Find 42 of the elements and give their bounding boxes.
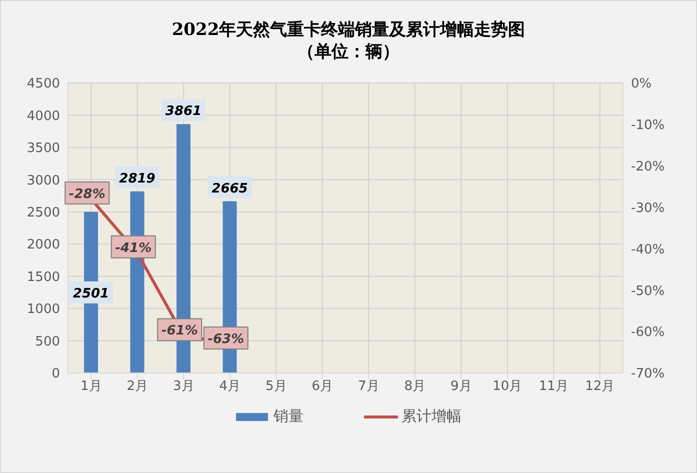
legend-label: 累计增幅 bbox=[402, 407, 462, 426]
data-label: -28% bbox=[68, 187, 106, 202]
y-tick-label: 4000 bbox=[26, 108, 60, 124]
x-tick-label: 2月 bbox=[126, 379, 148, 394]
data-label: 2501 bbox=[72, 286, 110, 302]
y2-tick-label: 0% bbox=[631, 76, 652, 92]
y2-tick-label: -50% bbox=[631, 284, 665, 299]
x-tick-label: 5月 bbox=[265, 379, 287, 394]
x-tick-label: 12月 bbox=[585, 379, 615, 394]
y-tick-label: 3500 bbox=[26, 141, 60, 156]
x-tick-label: 6月 bbox=[312, 379, 334, 394]
x-tick-label: 3月 bbox=[172, 379, 194, 394]
x-tick-label: 11月 bbox=[538, 379, 568, 394]
y-tick-label: 1500 bbox=[26, 270, 60, 285]
y-tick-label: 500 bbox=[35, 334, 60, 350]
chart-subtitle: （单位：辆） bbox=[296, 41, 400, 63]
data-label: 2665 bbox=[212, 181, 248, 196]
y-tick-label: 4500 bbox=[26, 76, 60, 92]
legend-label: 销量 bbox=[274, 407, 304, 426]
y2-tick-label: -60% bbox=[631, 325, 665, 340]
y2-tick-label: -70% bbox=[631, 366, 665, 382]
x-tick-label: 4月 bbox=[219, 379, 241, 394]
data-label: -41% bbox=[115, 240, 152, 256]
y2-tick-label: -30% bbox=[631, 200, 665, 216]
x-tick-label: 9月 bbox=[450, 379, 472, 394]
y-tick-label: 2500 bbox=[26, 206, 60, 221]
x-tick-label: 7月 bbox=[358, 379, 380, 394]
y2-tick-label: -40% bbox=[631, 242, 665, 258]
y-tick-label: 3000 bbox=[26, 173, 60, 188]
data-label: -63% bbox=[208, 332, 244, 347]
y-tick-label: 0 bbox=[52, 366, 60, 382]
y2-tick-label: -10% bbox=[631, 118, 665, 134]
x-tick-label: 10月 bbox=[492, 379, 522, 394]
y-tick-label: 2000 bbox=[26, 238, 60, 253]
data-label: 2819 bbox=[119, 171, 156, 186]
chart-title: 2022年天然气重卡终端销量及累计增幅走势图 bbox=[170, 19, 526, 41]
y2-tick-label: -20% bbox=[631, 159, 665, 174]
y-tick-label: 1000 bbox=[26, 302, 60, 318]
x-tick-label: 8月 bbox=[404, 379, 426, 394]
x-tick-label: 1月 bbox=[80, 379, 102, 394]
data-label: -61% bbox=[161, 324, 198, 339]
data-label: 3861 bbox=[165, 104, 202, 120]
